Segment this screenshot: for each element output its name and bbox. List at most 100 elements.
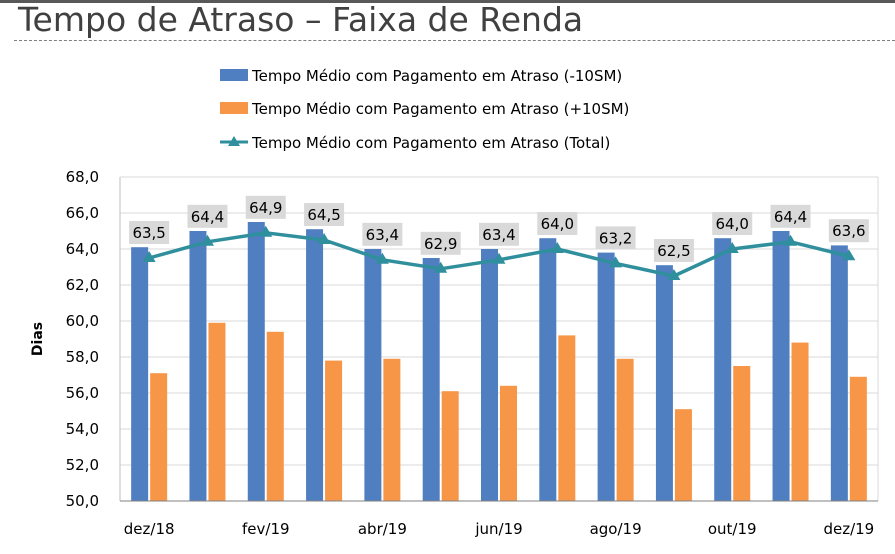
bar-low-income [539, 238, 557, 501]
total-point-marker [434, 261, 448, 273]
bar-low-income [772, 231, 790, 501]
bar-high-income [674, 409, 692, 501]
bar-low-income [830, 245, 848, 501]
data-label-box [304, 203, 345, 226]
title-divider [14, 40, 895, 41]
total-point-marker [725, 242, 739, 253]
data-label: 63,6 [832, 222, 865, 240]
chart-gridlines [120, 176, 878, 466]
data-label-box [828, 219, 869, 243]
x-tick-label: ago/19 [590, 520, 642, 538]
legend-swatch-high-income [220, 102, 248, 114]
total-point-marker [492, 252, 506, 264]
data-label: 63,5 [132, 224, 165, 242]
y-tick-label: 58,0 [66, 348, 99, 366]
data-label-box [537, 212, 578, 235]
total-data-labels: 63,5 64,4 64,9 64,5 63,4 62,9 63,4 64,0 63,2 62,5… [129, 195, 869, 262]
total-point-marker [142, 251, 156, 262]
bar-high-income [500, 385, 517, 501]
x-tick-label: out/19 [708, 520, 757, 538]
bar-low-income [247, 222, 265, 501]
y-axis-ticks: 50,0 52,0 54,0 56,0 58,0 60,0 62,0 64,0 66,0 68,0 [66, 168, 99, 510]
bars [131, 222, 867, 501]
total-point-marker [317, 233, 331, 244]
data-label: 64,4 [774, 208, 807, 226]
data-label: 62,5 [657, 242, 690, 260]
bar-high-income [616, 358, 634, 501]
total-point-marker [842, 249, 856, 261]
x-tick-label: abr/19 [358, 520, 407, 538]
total-point-marker [609, 256, 623, 268]
total-point-marker [375, 252, 389, 264]
legend-label-high-income: Tempo Médio com Pagamento em Atraso (+10… [251, 100, 629, 118]
data-label: 64,9 [249, 199, 282, 217]
y-tick-label: 60,0 [66, 312, 99, 330]
data-label-box [770, 204, 811, 228]
bar-high-income [791, 342, 809, 501]
data-label: 64,5 [307, 206, 340, 224]
bar-low-income [481, 249, 498, 501]
data-label-box [653, 239, 694, 262]
bar-high-income [733, 366, 751, 501]
data-label: 63,4 [482, 226, 515, 244]
x-tick-label: jun/19 [474, 520, 522, 538]
x-tick-label: fev/19 [242, 520, 290, 538]
y-tick-label: 52,0 [66, 456, 99, 474]
bar-high-income [325, 360, 343, 501]
data-label: 64,4 [191, 208, 224, 226]
x-tick-label: dez/19 [823, 520, 874, 538]
data-label-box [479, 222, 519, 246]
y-tick-label: 54,0 [66, 420, 99, 438]
total-point-marker [200, 234, 214, 246]
page-title: Tempo de Atraso – Faixa de Renda [18, 0, 584, 39]
bar-low-income [655, 265, 673, 501]
y-tick-label: 64,0 [66, 240, 99, 258]
bar-low-income [131, 247, 149, 501]
y-tick-label: 68,0 [66, 168, 99, 186]
total-series [142, 225, 856, 280]
data-label: 63,2 [599, 229, 632, 247]
data-label-box [362, 222, 403, 246]
data-label: 62,9 [424, 235, 457, 253]
bar-high-income [849, 376, 867, 501]
bar-low-income [364, 249, 382, 501]
legend-label-low-income: Tempo Médio com Pagamento em Atraso (-10… [251, 67, 622, 85]
bar-high-income [266, 331, 284, 501]
legend-marker-total [228, 136, 240, 146]
y-tick-label: 66,0 [66, 204, 99, 222]
bar-high-income [150, 373, 168, 501]
data-label-box [712, 212, 753, 235]
bar-low-income [306, 229, 324, 501]
y-tick-label: 62,0 [66, 276, 99, 294]
total-point-marker [784, 234, 798, 246]
data-label-box [187, 204, 228, 228]
bar-high-income [441, 391, 459, 501]
bar-low-income [189, 231, 207, 501]
data-label: 64,0 [716, 215, 749, 233]
bar-high-income [383, 358, 401, 501]
total-point-marker [259, 225, 273, 237]
y-tick-label: 56,0 [66, 384, 99, 402]
bar-low-income [597, 252, 615, 501]
bar-low-income [422, 258, 440, 501]
data-label: 63,4 [366, 226, 399, 244]
top-rule [0, 0, 895, 3]
y-tick-label: 50,0 [66, 492, 99, 510]
total-point-marker [550, 242, 564, 253]
chart-legend: Tempo Médio com Pagamento em Atraso (-10… [220, 67, 629, 152]
data-label-box [595, 226, 636, 250]
data-label-box [245, 195, 286, 219]
legend-swatch-low-income [220, 69, 248, 81]
total-point-marker [667, 269, 681, 280]
y-axis-label: Dias [30, 322, 46, 356]
data-label: 64,0 [541, 215, 574, 233]
bar-high-income [208, 322, 226, 501]
bar-low-income [714, 238, 732, 501]
x-tick-label: dez/18 [124, 520, 175, 538]
legend-label-total: Tempo Médio com Pagamento em Atraso (Tot… [251, 134, 610, 152]
data-label-box [420, 231, 461, 255]
data-label-box [129, 221, 170, 244]
x-axis-ticks: dez/18 fev/19 abr/19 jun/19 ago/19 out/19 dez/… [124, 520, 874, 538]
bar-high-income [558, 335, 576, 501]
